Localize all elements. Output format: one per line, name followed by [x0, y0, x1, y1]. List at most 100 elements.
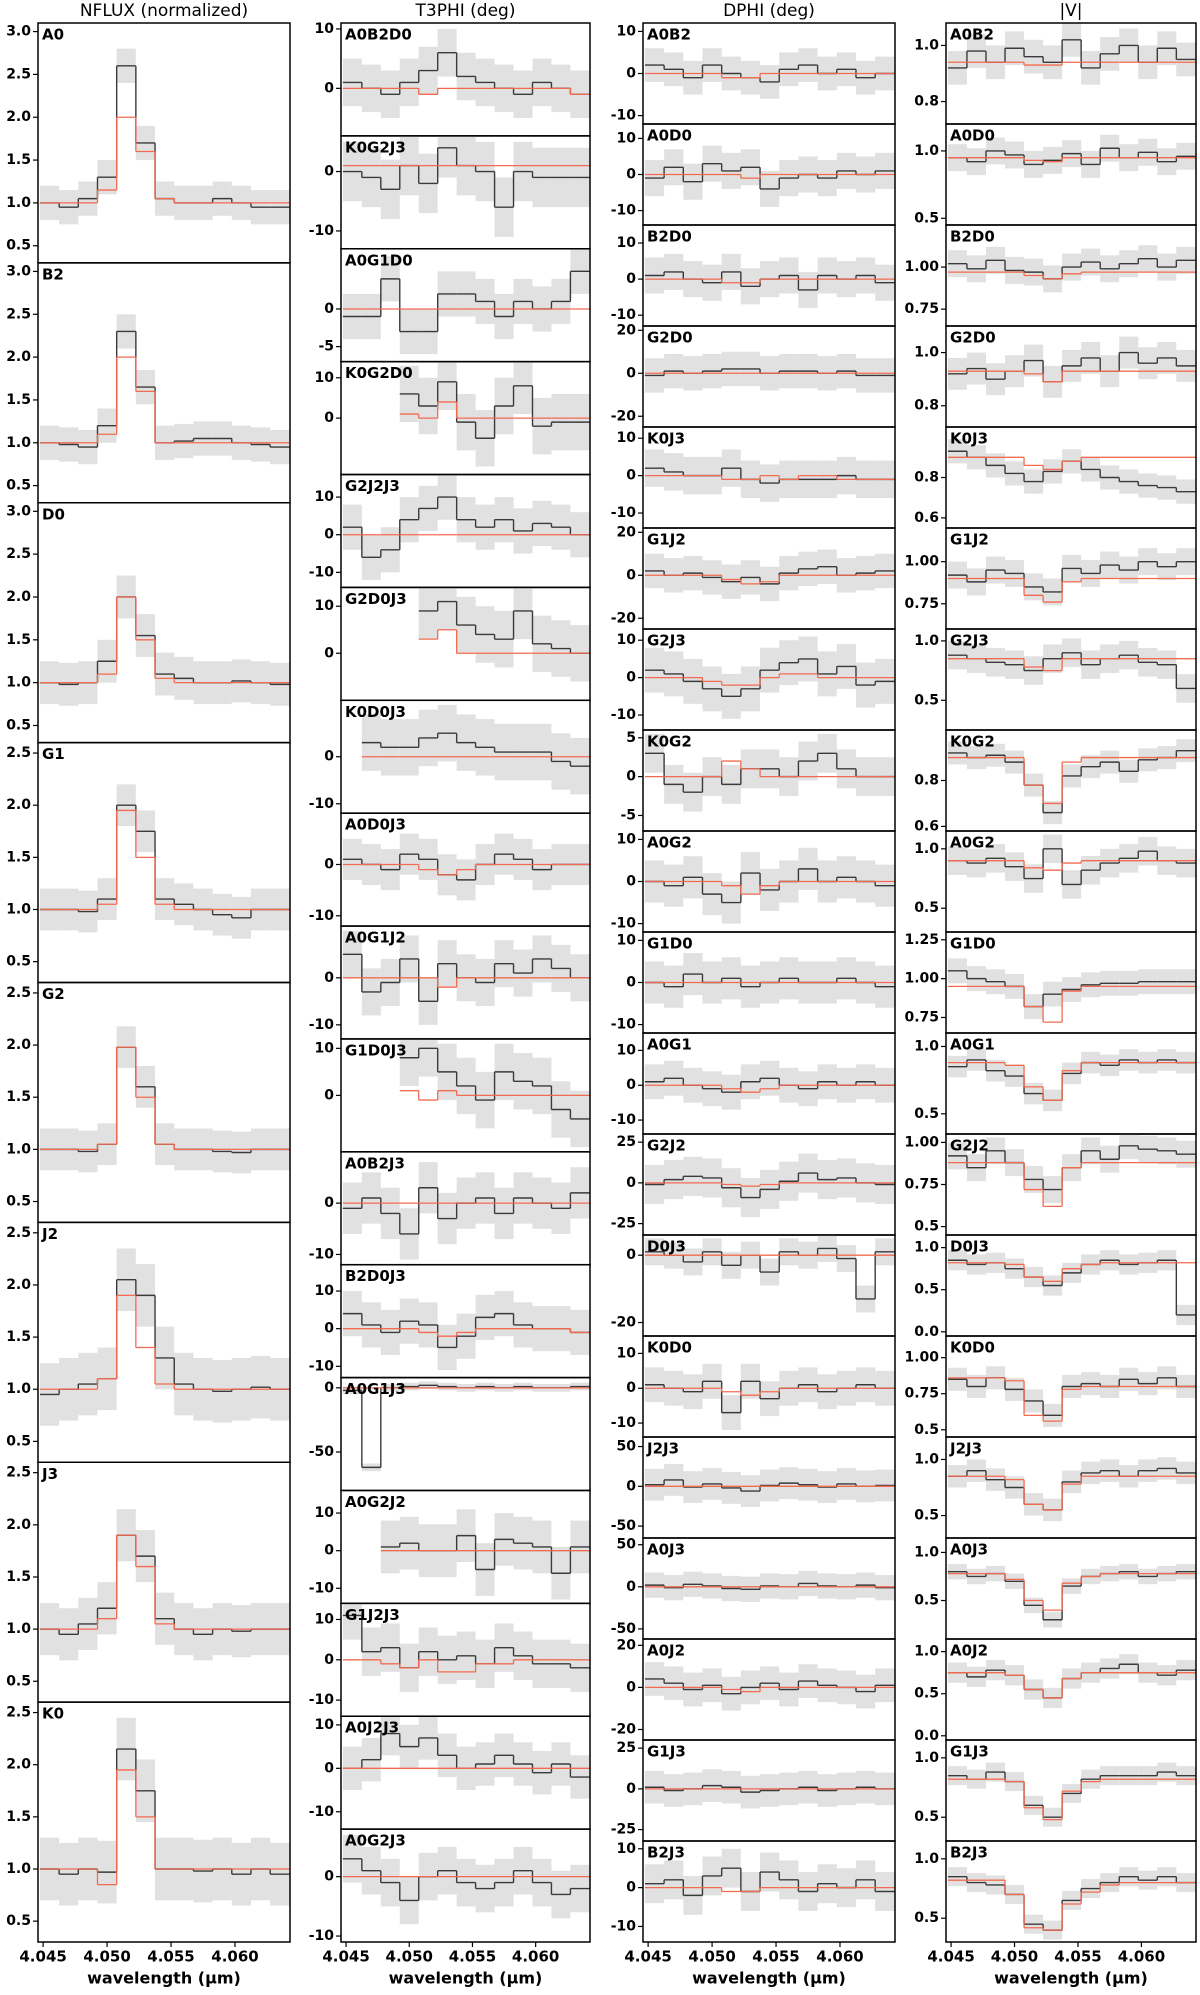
- y-tick-label: 0: [626, 874, 636, 890]
- y-tick-label: 0: [324, 164, 334, 180]
- panel: [342, 1381, 590, 1472]
- y-tick-label: 3.0: [6, 263, 31, 279]
- y-tick-label: 25: [617, 1740, 636, 1756]
- y-tick-label: 0: [626, 1077, 636, 1093]
- error-band: [342, 1603, 362, 1640]
- panel: [947, 739, 1196, 825]
- panel: [947, 958, 1196, 1023]
- y-tick-label: -5: [620, 807, 636, 823]
- panel-label: A0B2J3: [345, 1154, 405, 1172]
- panel: [342, 1835, 590, 1925]
- error-band: [418, 587, 438, 640]
- y-tick-label: 0: [324, 1652, 334, 1668]
- y-tick-label: -10: [309, 1017, 335, 1033]
- y-tick-label: 5: [626, 730, 636, 746]
- panel: [947, 245, 1196, 293]
- y-tick-label: -10: [309, 1928, 335, 1944]
- panel-frame: [37, 741, 291, 984]
- panel: [342, 1162, 590, 1260]
- x-tick-label: 4.045: [19, 1948, 66, 1966]
- y-tick-label: 0: [324, 1087, 334, 1103]
- y-tick-label: 1.5: [6, 849, 31, 865]
- y-tick-label: 0: [626, 769, 636, 785]
- y-tick-label: 0.5: [914, 1809, 939, 1825]
- error-band: [1119, 1134, 1139, 1160]
- y-tick-label: 1.00: [904, 554, 939, 570]
- y-tick-label: 2.5: [6, 66, 31, 82]
- y-tick-label: 1.5: [6, 1569, 31, 1585]
- y-tick-label: -10: [309, 1580, 335, 1596]
- y-tick-label: 20: [617, 524, 637, 540]
- y-tick-label: -10: [611, 707, 637, 723]
- y-tick-label: 0.0: [914, 1324, 939, 1340]
- y-tick-label: 2.0: [6, 1037, 31, 1053]
- y-tick-label: 10: [315, 489, 335, 505]
- y-tick-label: 0: [626, 1380, 636, 1396]
- y-tick-label: 10: [617, 1841, 637, 1857]
- y-tick-label: 2.0: [6, 1277, 31, 1293]
- y-tick-label: 0: [626, 271, 636, 287]
- y-tick-label: 1.0: [6, 1861, 31, 1877]
- panel-label: G1J2: [647, 531, 686, 549]
- y-tick-label: 2.5: [6, 1705, 31, 1721]
- panel: [644, 549, 895, 602]
- y-tick-label: -10: [611, 203, 637, 219]
- y-tick-label: -20: [611, 1315, 637, 1331]
- y-tick-label: -50: [309, 1444, 335, 1460]
- y-tick-label: 10: [617, 1345, 637, 1361]
- y-tick-label: 0.5: [914, 692, 939, 708]
- panel: [644, 145, 895, 207]
- y-tick-label: 0.5: [914, 1686, 939, 1702]
- panel-label: A0D0: [950, 127, 995, 145]
- y-tick-label: 0.5: [914, 1593, 939, 1609]
- y-tick-label: 10: [617, 632, 637, 648]
- x-axis-label: wavelength (μm): [994, 1969, 1148, 1988]
- panel: [644, 636, 895, 719]
- y-tick-label: 10: [617, 1042, 637, 1058]
- panel: [947, 134, 1196, 178]
- panel-frame: [37, 502, 291, 744]
- panel-label: B2J3: [647, 1844, 685, 1862]
- error-band: [399, 1038, 419, 1086]
- y-tick-label: 10: [315, 1040, 335, 1056]
- panel-label: G2D0J3: [345, 590, 407, 608]
- panel-label: A0J3: [647, 1541, 685, 1559]
- y-tick-label: 0.5: [6, 954, 31, 970]
- y-tick-label: -10: [611, 307, 637, 323]
- panel-label: D0J3: [647, 1238, 686, 1256]
- panel-label: K0G2J3: [345, 138, 406, 156]
- y-tick-label: 0: [324, 970, 334, 986]
- y-tick-label: 10: [315, 1717, 335, 1733]
- y-tick-label: 1.25: [904, 932, 939, 948]
- panel-label: G2J2: [647, 1137, 686, 1155]
- y-tick-label: 2.5: [6, 546, 31, 562]
- y-tick-label: -10: [309, 1692, 335, 1708]
- y-tick-label: 0.75: [904, 1386, 939, 1402]
- y-tick-label: 0: [626, 1781, 636, 1797]
- column-title: NFLUX (normalized): [80, 1, 248, 21]
- panel: [644, 1363, 895, 1431]
- panel: [947, 1563, 1196, 1628]
- y-tick-label: 2.0: [6, 797, 31, 813]
- panel: [947, 23, 1196, 85]
- y-tick-label: 0.5: [914, 1422, 939, 1438]
- panel: [947, 834, 1196, 899]
- y-tick-label: 0: [324, 301, 334, 317]
- panel-label: G1D0J3: [345, 1041, 407, 1059]
- panel: [342, 474, 590, 580]
- y-tick-label: 10: [617, 430, 637, 446]
- panel: [947, 1457, 1196, 1522]
- y-tick-label: 1.0: [914, 1750, 939, 1766]
- y-tick-label: 0: [324, 410, 334, 426]
- panel-label: A0D0: [647, 127, 692, 145]
- y-tick-label: 0: [324, 749, 334, 765]
- y-tick-label: -5: [318, 339, 334, 355]
- panel: [947, 439, 1196, 504]
- y-tick-label: 1.0: [6, 1141, 31, 1157]
- error-band: [437, 361, 457, 411]
- panel: [947, 1049, 1196, 1112]
- y-tick-label: -10: [611, 108, 637, 124]
- y-tick-label: 10: [315, 1611, 335, 1627]
